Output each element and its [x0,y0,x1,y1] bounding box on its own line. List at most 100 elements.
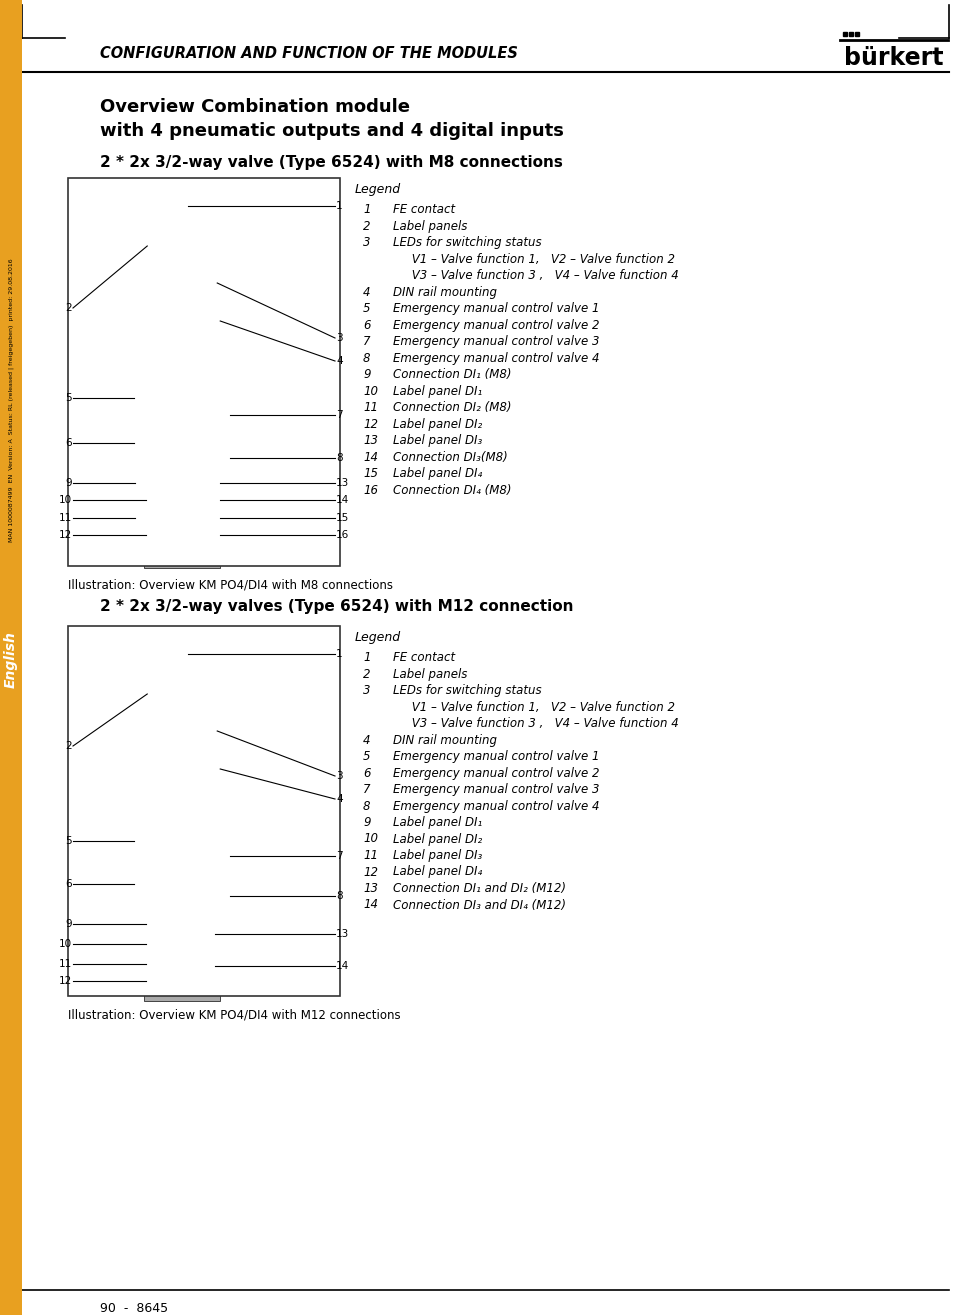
Circle shape [189,920,215,947]
Bar [190,497,218,505]
Text: 15: 15 [363,467,377,480]
Text: 6: 6 [66,878,71,889]
Circle shape [140,479,148,487]
Text: 13: 13 [363,882,377,896]
Text: V3 – Valve function 3 ,   V4 – Valve function 4: V3 – Valve function 3 , V4 – Valve funct… [393,717,678,730]
Text: 5: 5 [66,836,71,846]
Text: 4: 4 [363,285,370,299]
Bar [68,178,339,565]
Text: 3: 3 [335,771,342,781]
Text: 7: 7 [335,851,342,861]
Text: 5: 5 [363,302,370,316]
Text: 7: 7 [335,410,342,419]
Text: Legend: Legend [355,183,400,196]
Text: 12: 12 [363,417,377,430]
Text: Illustration: Overview KM PO4/DI4 with M12 connections: Illustration: Overview KM PO4/DI4 with M… [68,1009,400,1020]
Text: 2: 2 [363,668,370,680]
Text: 11: 11 [59,513,71,523]
Circle shape [140,838,148,846]
Text: 12: 12 [59,530,71,540]
Text: 8: 8 [363,351,370,364]
Text: bürkert: bürkert [843,46,943,70]
Text: Label panel DI₂: Label panel DI₂ [393,417,482,430]
Text: 2: 2 [363,220,370,233]
Circle shape [196,928,208,940]
Text: 1: 1 [335,201,342,210]
Text: 13: 13 [363,434,377,447]
Bar [152,249,212,258]
Circle shape [184,727,193,735]
Text: 13: 13 [335,928,349,939]
Bar [176,642,188,656]
Bar [0,0,22,1315]
Text: 9: 9 [363,368,370,381]
Bar [176,195,188,208]
Bar [146,942,174,949]
Text: Connection DI₁ (M8): Connection DI₁ (M8) [393,368,511,381]
Circle shape [134,433,154,452]
Text: 9: 9 [66,477,71,488]
Text: 16: 16 [335,530,349,540]
Text: 7: 7 [363,335,370,348]
Text: FE contact: FE contact [393,203,455,216]
Circle shape [216,892,224,899]
Text: Connection DI₁ and DI₂ (M12): Connection DI₁ and DI₂ (M12) [393,882,565,896]
Bar [144,743,220,761]
Bar [146,497,174,505]
Text: V1 – Valve function 1,   V2 – Valve function 2: V1 – Valve function 1, V2 – Valve functi… [393,252,675,266]
Bar [188,546,200,556]
Text: Overview Combination module: Overview Combination module [100,99,410,116]
Circle shape [211,473,229,492]
Circle shape [216,454,224,462]
Bar [152,259,212,268]
Text: 12: 12 [59,976,71,986]
Text: 10: 10 [59,494,71,505]
Text: 6: 6 [66,438,71,448]
Circle shape [160,279,168,287]
Text: 3: 3 [363,235,370,249]
Text: LEDs for switching status: LEDs for switching status [393,684,541,697]
Bar [146,533,174,540]
Text: 12: 12 [363,865,377,878]
Bar [68,626,339,995]
Text: 5: 5 [66,393,71,402]
Text: Label panel DI₃: Label panel DI₃ [393,849,482,863]
Circle shape [134,831,154,851]
Circle shape [210,405,230,425]
Text: 13: 13 [335,477,349,488]
Text: 6: 6 [363,767,370,780]
Bar [206,546,218,556]
Bar [170,978,182,989]
Circle shape [135,509,153,527]
Bar [152,707,212,715]
Circle shape [172,727,180,735]
Circle shape [211,509,229,527]
Bar [144,295,220,313]
Circle shape [210,448,230,468]
Text: 8: 8 [363,800,370,813]
Bar [144,323,220,477]
Text: English: English [4,631,18,689]
Bar [188,978,200,989]
Text: Label panel DI₃: Label panel DI₃ [393,434,482,447]
Text: Label panel DI₁: Label panel DI₁ [393,384,482,397]
Circle shape [140,439,148,447]
Text: LEDs for switching status: LEDs for switching status [393,235,541,249]
Text: 90  -  8645: 90 - 8645 [100,1302,168,1315]
Text: 4: 4 [335,794,342,803]
Text: 8: 8 [335,452,342,463]
Text: FE contact: FE contact [393,651,455,664]
Text: Label panels: Label panels [393,668,467,680]
Text: Connection DI₃ and DI₄ (M12): Connection DI₃ and DI₄ (M12) [393,898,565,911]
Text: Label panel DI₂: Label panel DI₂ [393,832,482,846]
Text: 10: 10 [363,832,377,846]
Text: Label panels: Label panels [393,220,467,233]
Text: Illustration: Overview KM PO4/DI4 with M8 connections: Illustration: Overview KM PO4/DI4 with M… [68,579,393,590]
Bar [144,926,220,1001]
Circle shape [160,727,168,735]
Text: Connection DI₃(M8): Connection DI₃(M8) [393,451,507,463]
Text: with 4 pneumatic outputs and 4 digital inputs: with 4 pneumatic outputs and 4 digital i… [100,122,563,139]
Text: 14: 14 [363,451,377,463]
Text: Label panel DI₁: Label panel DI₁ [393,817,482,828]
Bar [180,640,184,648]
